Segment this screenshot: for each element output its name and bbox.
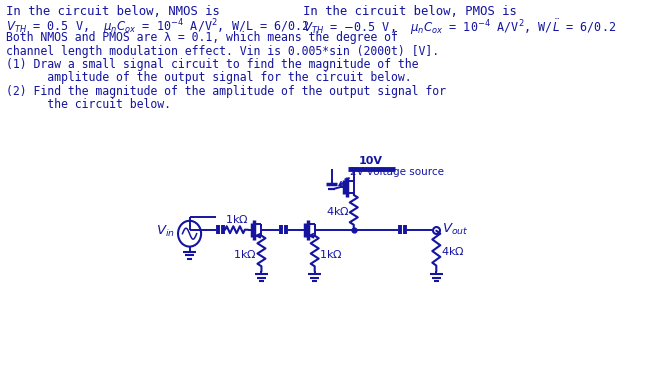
Text: (1) Draw a small signal circuit to find the magnitude of the: (1) Draw a small signal circuit to find … bbox=[6, 58, 419, 71]
Text: In the circuit below, PMOS is: In the circuit below, PMOS is bbox=[303, 5, 517, 18]
Text: (2) Find the magnitude of the amplitude of the output signal for: (2) Find the magnitude of the amplitude … bbox=[6, 85, 446, 98]
Text: 1k$\Omega$: 1k$\Omega$ bbox=[234, 248, 257, 259]
Text: Both NMOS and PMOS are λ = 0.1, which means the degree of: Both NMOS and PMOS are λ = 0.1, which me… bbox=[6, 31, 398, 44]
Text: 2V voltage source: 2V voltage source bbox=[350, 167, 444, 177]
Text: 4k$\Omega$: 4k$\Omega$ bbox=[441, 244, 464, 257]
Text: the circuit below.: the circuit below. bbox=[6, 98, 171, 111]
Text: $V_{TH}$ = 0.5 V,  $\mu_n C_{ox}$ = 10$^{-4}$ A/V$^2$, W/L = 6/0.2: $V_{TH}$ = 0.5 V, $\mu_n C_{ox}$ = 10$^{… bbox=[6, 17, 310, 37]
Text: In the circuit below, NMOS is: In the circuit below, NMOS is bbox=[6, 5, 219, 18]
Text: amplitude of the output signal for the circuit below.: amplitude of the output signal for the c… bbox=[6, 71, 411, 84]
Text: $V_{in}$: $V_{in}$ bbox=[157, 224, 176, 239]
Text: $V_{TH}$ = $-$0.5 V,  $\mu_n C_{ox}$ = 10$^{-4}$ A/V$^2$, W/$\ddot{L}$ = 6/0.2: $V_{TH}$ = $-$0.5 V, $\mu_n C_{ox}$ = 10… bbox=[303, 17, 616, 37]
Text: 1k$\Omega$: 1k$\Omega$ bbox=[225, 213, 248, 225]
Text: channel length modulation effect. Vin is 0.005*sin (2000t) [V].: channel length modulation effect. Vin is… bbox=[6, 45, 439, 58]
Text: $V_{out}$: $V_{out}$ bbox=[441, 222, 468, 237]
Text: 1k$\Omega$: 1k$\Omega$ bbox=[319, 248, 343, 259]
Text: 10V: 10V bbox=[359, 156, 383, 166]
Text: 4k$\Omega$: 4k$\Omega$ bbox=[326, 206, 349, 217]
